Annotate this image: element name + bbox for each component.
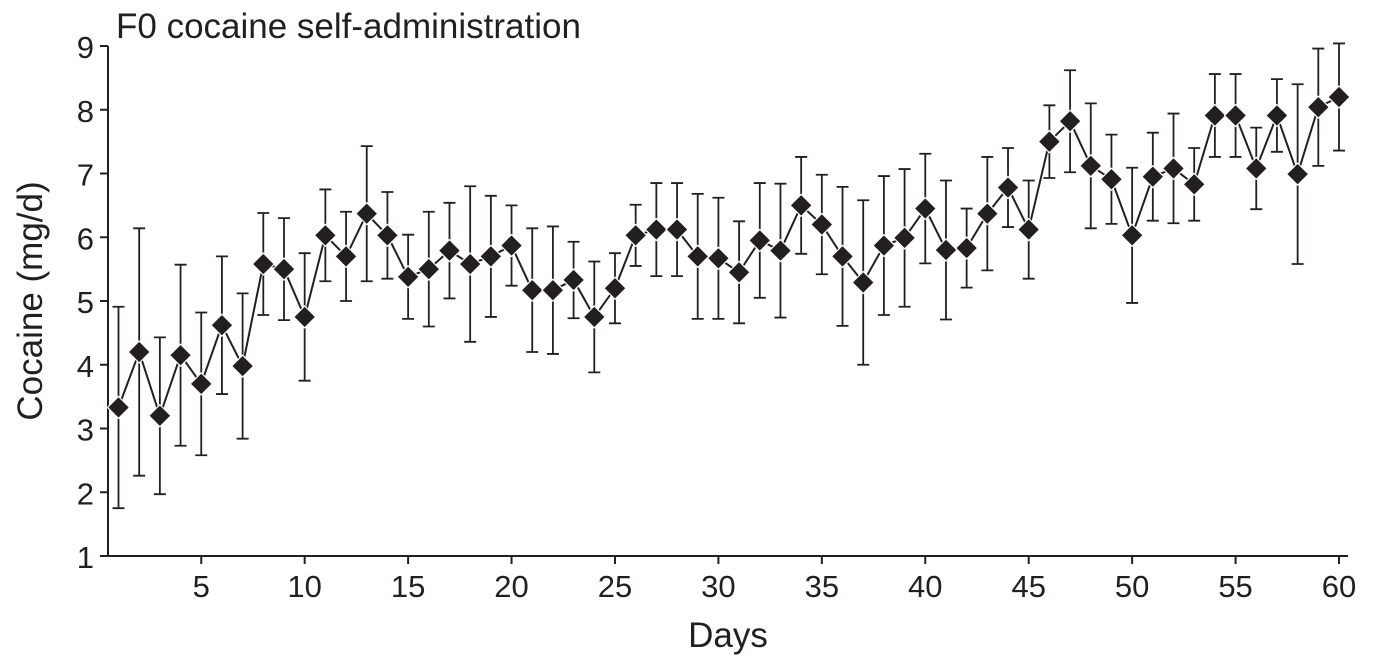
data-point: [1306, 95, 1331, 120]
data-point: [851, 270, 876, 295]
data-point: [251, 252, 276, 276]
data-point: [913, 196, 938, 221]
data-point: [768, 238, 793, 263]
data-point: [127, 340, 152, 364]
data-point: [396, 264, 420, 289]
data-point: [1058, 109, 1082, 134]
data-point: [727, 260, 751, 285]
data-point: [313, 223, 338, 248]
x-tick-label: 35: [805, 569, 839, 604]
data-point: [685, 244, 710, 269]
data-point: [230, 354, 255, 378]
y-ticks: 1 2 3 4 5 6 7 8 9: [77, 30, 108, 575]
y-tick-label: 2: [77, 476, 94, 511]
data-point: [809, 212, 834, 237]
data-point: [1078, 154, 1103, 178]
y-tick-label: 8: [77, 94, 94, 129]
y-tick-label: 4: [77, 349, 94, 384]
data-point: [189, 372, 214, 396]
data-point: [747, 228, 772, 253]
y-axis-label: Cocaine (mg/d): [11, 181, 50, 420]
x-tick-label: 55: [1218, 569, 1252, 604]
data-point: [603, 276, 627, 301]
data-point: [437, 238, 462, 263]
data-point: [1244, 156, 1269, 181]
data-point: [499, 233, 524, 258]
chart-title: F0 cocaine self-administration: [116, 7, 581, 46]
series-line: [117, 96, 1340, 419]
x-tick-label: 5: [193, 569, 210, 604]
y-tick-label: 1: [77, 540, 94, 575]
data-point: [1140, 164, 1165, 189]
x-tick-label: 45: [1011, 569, 1045, 604]
x-tick-label: 25: [598, 569, 632, 604]
data-point: [1223, 103, 1248, 128]
data-point: [582, 305, 607, 329]
data-point: [1037, 129, 1062, 154]
data-point: [830, 244, 855, 269]
data-point: [210, 313, 234, 338]
data-point: [416, 257, 441, 281]
x-tick-label: 30: [701, 569, 735, 604]
data-markers: [106, 85, 1351, 428]
x-tick-label: 15: [391, 569, 425, 604]
data-point: [1161, 156, 1186, 181]
data-point: [479, 244, 503, 269]
x-tick-label: 50: [1115, 569, 1149, 604]
data-point: [1182, 172, 1207, 197]
data-point: [1120, 223, 1144, 248]
x-tick-label: 60: [1322, 569, 1356, 604]
x-ticks: 5 10 15 20 25 30 35 40 45 50 55 60: [193, 556, 1356, 604]
data-point: [168, 343, 193, 368]
y-tick-label: 9: [77, 30, 94, 65]
data-point: [292, 305, 317, 329]
data-point: [458, 252, 483, 276]
data-point: [1265, 103, 1289, 128]
data-point: [644, 217, 669, 242]
data-point: [1285, 162, 1310, 186]
data-point: [375, 223, 400, 248]
data-point: [561, 268, 586, 292]
data-point: [272, 257, 296, 281]
data-point: [954, 236, 979, 260]
y-tick-label: 6: [77, 221, 94, 256]
data-point: [665, 217, 689, 242]
data-point: [789, 193, 814, 218]
x-tick-label: 20: [494, 569, 528, 604]
data-point: [996, 175, 1020, 200]
data-point: [106, 395, 131, 420]
y-tick-label: 7: [77, 158, 94, 193]
data-point: [872, 233, 896, 258]
data-point: [1016, 217, 1041, 242]
data-point: [1327, 85, 1351, 109]
x-axis-label: Days: [688, 616, 768, 655]
error-bars: [112, 42, 1345, 510]
data-point: [334, 244, 358, 269]
y-tick-label: 3: [77, 413, 94, 448]
data-point: [541, 278, 565, 303]
data-point: [706, 246, 731, 271]
data-point: [1099, 167, 1124, 192]
data-point: [892, 226, 917, 250]
data-point: [1203, 103, 1227, 128]
data-point: [975, 201, 1000, 226]
data-point: [934, 238, 958, 262]
data-point: [148, 403, 172, 428]
x-tick-label: 10: [287, 569, 321, 604]
data-point: [354, 201, 379, 226]
y-tick-label: 5: [77, 285, 94, 320]
data-point: [520, 278, 545, 303]
x-tick-label: 40: [908, 569, 942, 604]
data-point: [623, 223, 648, 248]
